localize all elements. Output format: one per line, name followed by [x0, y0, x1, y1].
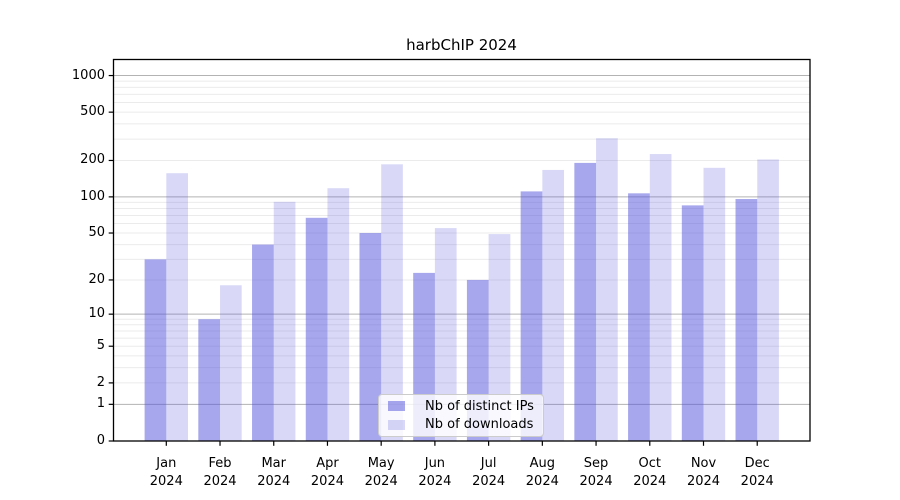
legend: Nb of distinct IPs Nb of downloads [378, 394, 544, 437]
x-tick-label-jan: Jan 2024 [149, 456, 183, 489]
x-tick-label-jul: Jul 2024 [472, 456, 506, 489]
y-tick-label: 10 [88, 306, 105, 322]
legend-item-downloads: Nb of downloads [379, 416, 543, 433]
axes-frame [112, 58, 811, 442]
y-tick-label: 100 [80, 188, 105, 204]
bar-downloads-dec [757, 159, 779, 441]
bar-distinct-ips-sep [574, 162, 597, 441]
x-tick-label-sep: Sep 2024 [579, 456, 613, 489]
bar-downloads-jun [434, 228, 457, 441]
bar-downloads-sep [596, 138, 618, 441]
x-tick-label-mar: Mar 2024 [257, 456, 291, 489]
legend-label-distinct-ips: Nb of distinct IPs [425, 398, 534, 414]
legend-item-distinct-ips: Nb of distinct IPs [379, 398, 543, 415]
chart-title: harbChIP 2024 [406, 36, 517, 54]
legend-swatch-distinct-ips-icon [388, 401, 405, 412]
y-tick-label: 5 [96, 338, 105, 354]
y-tick-label: 1 [96, 396, 105, 412]
legend-label-downloads: Nb of downloads [425, 417, 534, 433]
x-tick-label-oct: Oct 2024 [633, 456, 667, 489]
y-tick-label: 1000 [71, 67, 105, 83]
bar-downloads-oct [649, 154, 672, 441]
x-tick-label-aug: Aug 2024 [525, 456, 559, 489]
bar-downloads-apr [327, 188, 350, 441]
bar-distinct-ips-may [359, 233, 382, 441]
bar-downloads-jan [166, 173, 188, 442]
bar-downloads-feb [220, 285, 242, 441]
bar-distinct-ips-nov [681, 205, 704, 441]
x-tick-label-nov: Nov 2024 [686, 456, 721, 489]
y-tick-label: 20 [88, 271, 105, 287]
bar-distinct-ips-apr [305, 217, 328, 441]
legend-swatch-downloads-icon [388, 419, 405, 430]
x-tick-label-jun: Jun 2024 [418, 456, 452, 489]
x-tick-label-apr: Apr 2024 [310, 456, 344, 489]
y-tick-label: 200 [80, 152, 105, 168]
bar-distinct-ips-feb [198, 319, 221, 441]
y-tick-label: 500 [80, 104, 105, 120]
bar-distinct-ips-dec [735, 199, 758, 441]
x-tick-label-dec: Dec 2024 [740, 456, 774, 489]
bar-distinct-ips-oct [628, 193, 650, 441]
y-tick-label: 50 [88, 225, 105, 241]
y-tick-label: 2 [96, 374, 105, 390]
bar-downloads-jul [488, 234, 511, 441]
bar-distinct-ips-mar [252, 244, 274, 441]
bar-distinct-ips-aug [520, 191, 543, 441]
bar-downloads-aug [542, 169, 565, 441]
bar-downloads-nov [703, 167, 726, 441]
y-tick-label: 0 [96, 433, 105, 448]
bar-downloads-may [381, 164, 403, 442]
bar-distinct-ips-jan [144, 259, 167, 441]
x-tick-label-may: May 2024 [364, 456, 398, 489]
x-tick-label-feb: Feb 2024 [203, 456, 237, 489]
bar-downloads-mar [273, 201, 296, 441]
